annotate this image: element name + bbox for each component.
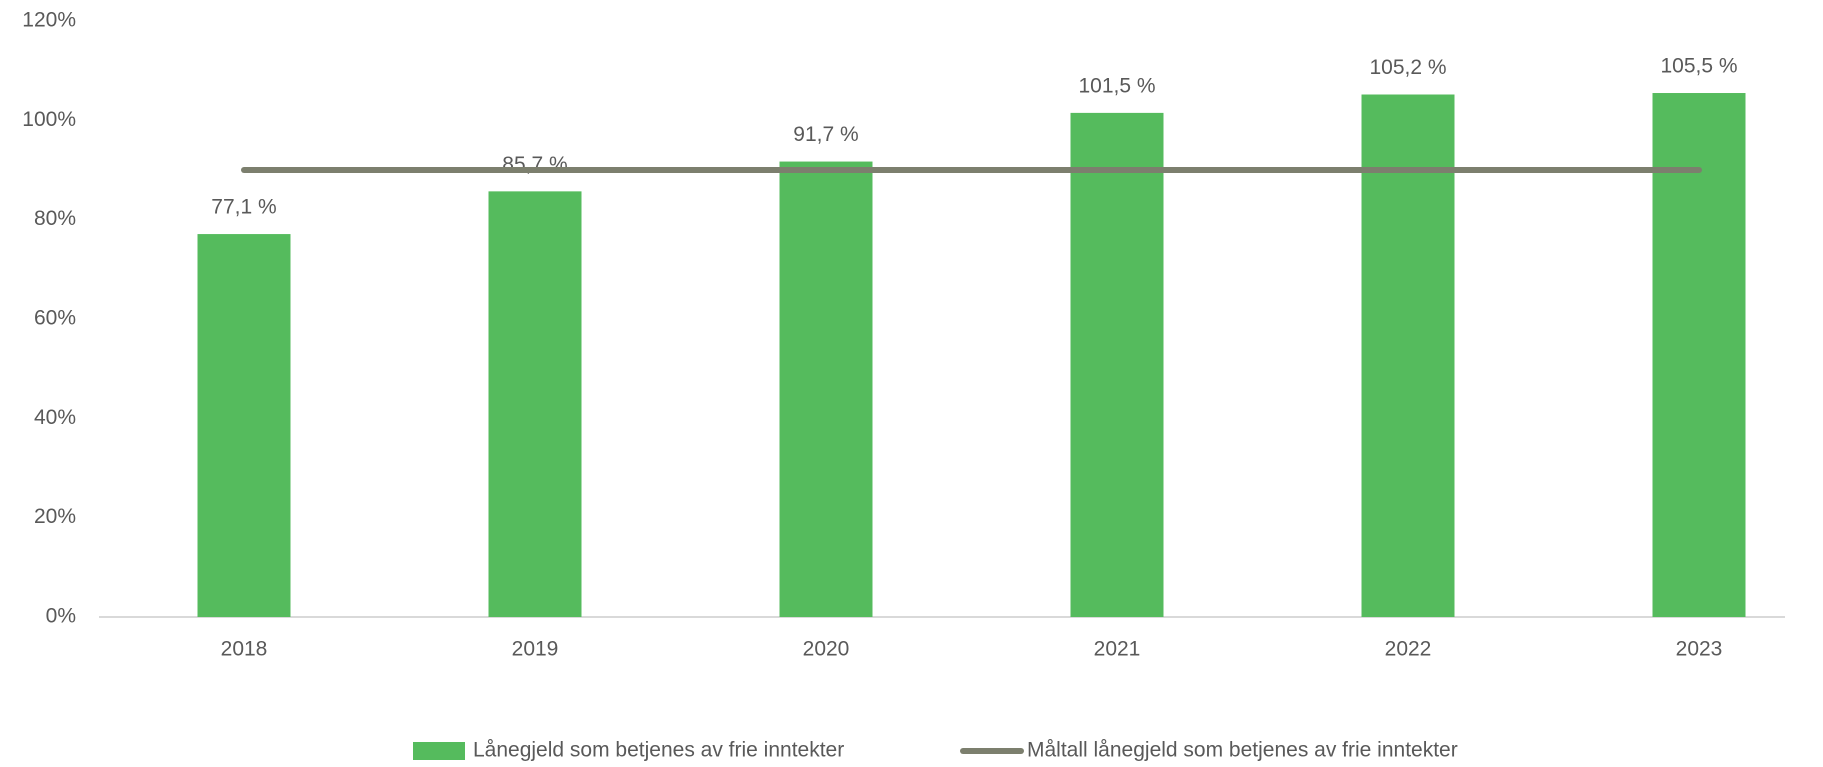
data-label: 105,2 % xyxy=(1369,56,1446,79)
bar xyxy=(1361,94,1455,618)
data-label: 77,1 % xyxy=(211,196,276,219)
y-tick-label: 20% xyxy=(34,505,76,528)
y-tick-label: 80% xyxy=(34,207,76,230)
legend-swatch xyxy=(413,742,465,760)
bar xyxy=(1652,93,1746,618)
bar xyxy=(197,234,291,617)
bar xyxy=(488,191,582,617)
legend-label: Måltall lånegjeld som betjenes av frie i… xyxy=(1027,739,1458,762)
y-tick-label: 100% xyxy=(22,108,76,131)
data-label: 105,5 % xyxy=(1660,55,1737,78)
data-label: 91,7 % xyxy=(793,123,858,146)
bar xyxy=(779,161,873,617)
x-tick-label: 2022 xyxy=(1385,638,1432,661)
x-tick-label: 2019 xyxy=(512,638,559,661)
y-tick-label: 0% xyxy=(46,605,76,628)
x-tick-label: 2020 xyxy=(803,638,850,661)
x-tick-label: 2018 xyxy=(221,638,268,661)
y-tick-label: 40% xyxy=(34,406,76,429)
y-tick-label: 60% xyxy=(34,307,76,330)
x-tick-label: 2021 xyxy=(1094,638,1141,661)
x-tick-label: 2023 xyxy=(1676,638,1723,661)
legend-label: Lånegjeld som betjenes av frie inntekter xyxy=(473,739,844,762)
data-label: 101,5 % xyxy=(1078,74,1155,97)
y-tick-label: 120% xyxy=(22,9,76,32)
bar xyxy=(1070,112,1164,617)
